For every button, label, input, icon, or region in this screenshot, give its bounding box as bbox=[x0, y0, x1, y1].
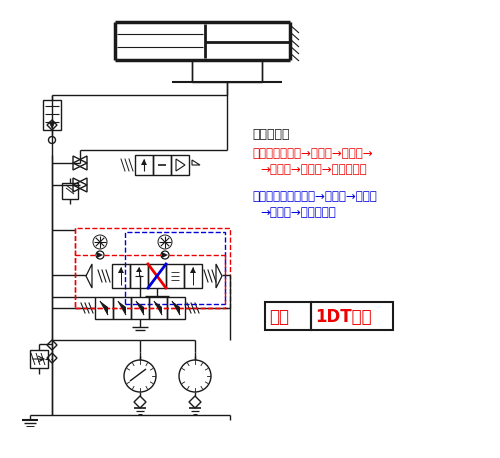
Polygon shape bbox=[97, 252, 103, 258]
Bar bbox=[311, 302, 393, 330]
Bar bbox=[131, 297, 149, 319]
Text: →行程阀→液压缸左腔: →行程阀→液压缸左腔 bbox=[260, 206, 336, 219]
Bar bbox=[125, 232, 225, 304]
Bar bbox=[112, 264, 130, 288]
Bar bbox=[30, 350, 48, 368]
Polygon shape bbox=[136, 267, 142, 272]
Bar bbox=[265, 302, 311, 330]
Bar bbox=[135, 155, 153, 175]
Text: 进油路：滤油器→变量泵→单向阀→: 进油路：滤油器→变量泵→单向阀→ bbox=[252, 147, 372, 160]
Polygon shape bbox=[141, 159, 147, 165]
Text: 快速进给：: 快速进给： bbox=[252, 128, 290, 141]
Bar bbox=[153, 155, 171, 175]
Polygon shape bbox=[154, 301, 162, 315]
Polygon shape bbox=[118, 267, 124, 273]
Text: 启动: 启动 bbox=[269, 308, 289, 326]
Polygon shape bbox=[162, 252, 168, 258]
Polygon shape bbox=[136, 301, 144, 315]
Polygon shape bbox=[190, 267, 196, 273]
Text: 回油路：液压缸右腔→换向阀→单向阀: 回油路：液压缸右腔→换向阀→单向阀 bbox=[252, 190, 377, 203]
Polygon shape bbox=[100, 301, 108, 315]
Bar bbox=[171, 155, 189, 175]
Bar bbox=[130, 264, 148, 288]
Bar bbox=[149, 297, 167, 319]
Text: →换向阀→行程阀→液压缸左腔: →换向阀→行程阀→液压缸左腔 bbox=[260, 163, 366, 176]
Bar bbox=[43, 100, 61, 130]
Bar bbox=[75, 228, 230, 308]
Bar bbox=[192, 60, 262, 82]
Bar bbox=[113, 297, 131, 319]
Bar bbox=[148, 264, 166, 288]
Bar bbox=[184, 264, 202, 288]
Text: 1DT通电: 1DT通电 bbox=[315, 308, 372, 326]
Bar bbox=[167, 297, 185, 319]
Polygon shape bbox=[118, 301, 126, 315]
Polygon shape bbox=[172, 301, 180, 315]
Polygon shape bbox=[49, 122, 55, 128]
Bar bbox=[95, 297, 113, 319]
Bar bbox=[62, 183, 78, 199]
Bar bbox=[166, 264, 184, 288]
